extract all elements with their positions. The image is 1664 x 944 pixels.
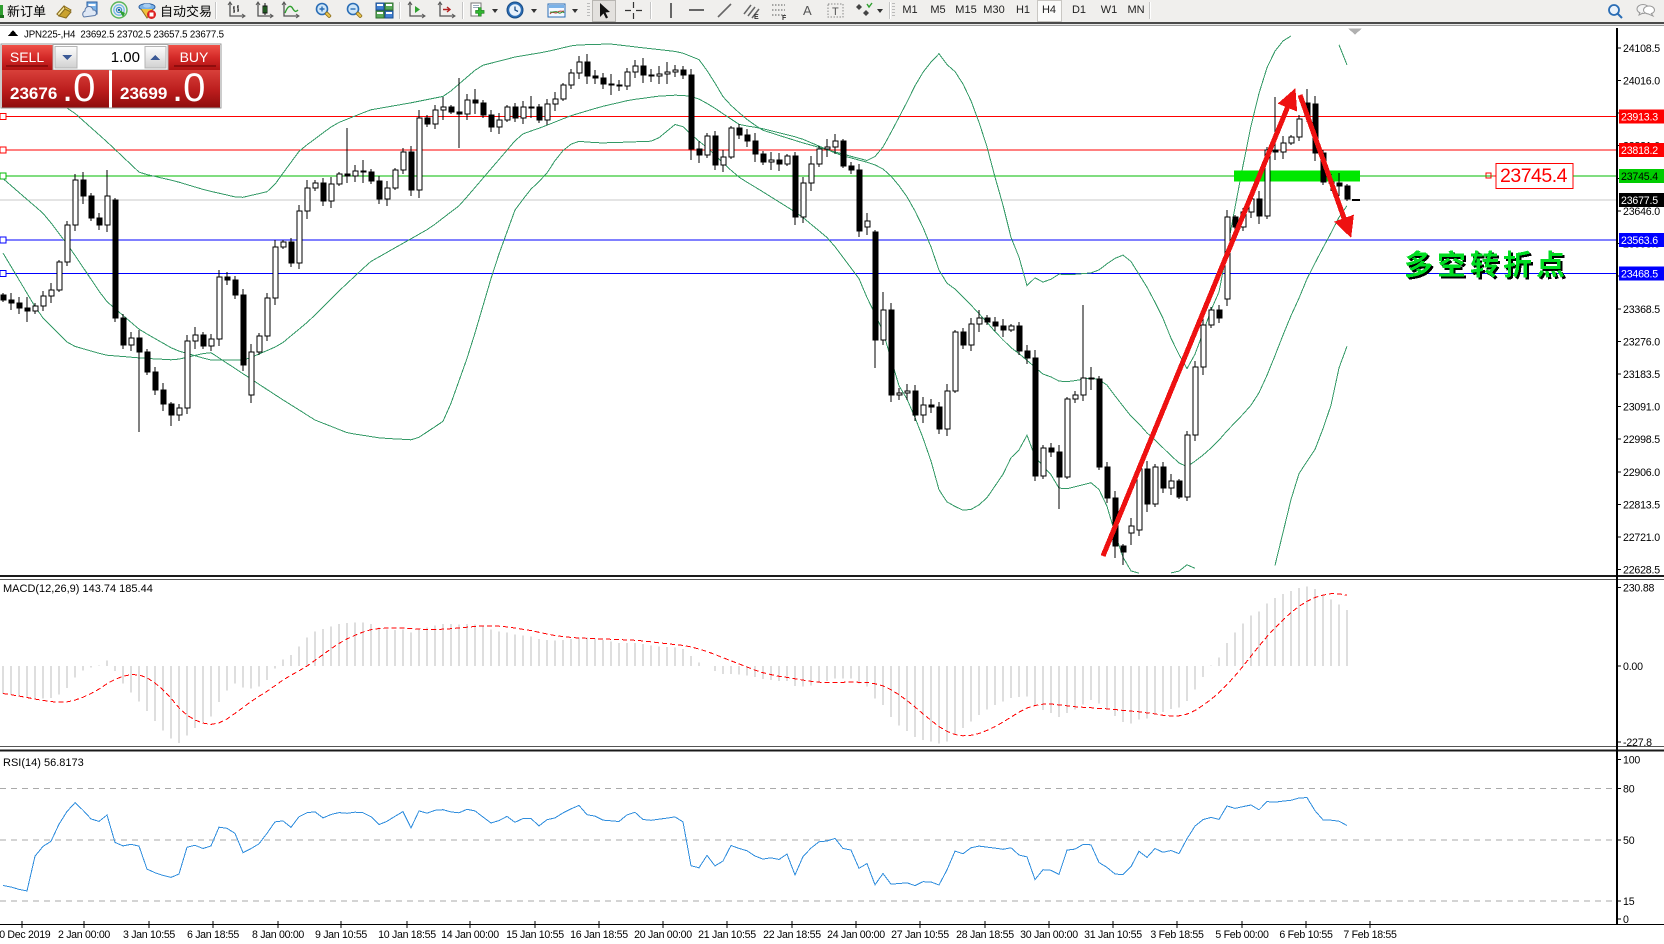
svg-text:30 Dec 2019: 30 Dec 2019 — [0, 929, 51, 941]
svg-text:E: E — [754, 14, 759, 21]
svg-text:.0: .0 — [62, 66, 95, 110]
svg-text:0.00: 0.00 — [1623, 661, 1643, 673]
svg-text:23699: 23699 — [120, 84, 167, 103]
svg-text:23276.0: 23276.0 — [1623, 336, 1660, 348]
svg-text:14 Jan 00:00: 14 Jan 00:00 — [441, 929, 499, 941]
svg-text:23091.0: 23091.0 — [1623, 402, 1660, 414]
svg-text:.0: .0 — [172, 66, 205, 110]
svg-text:3 Jan 10:55: 3 Jan 10:55 — [123, 929, 175, 941]
svg-text:23368.5: 23368.5 — [1623, 304, 1660, 316]
svg-text:22 Jan 18:55: 22 Jan 18:55 — [763, 929, 821, 941]
svg-text:20 Jan 00:00: 20 Jan 00:00 — [634, 929, 692, 941]
svg-text:22721.0: 22721.0 — [1623, 532, 1660, 544]
svg-text:1.00: 1.00 — [111, 49, 140, 66]
svg-text:22998.5: 22998.5 — [1623, 434, 1660, 446]
svg-text:16 Jan 18:55: 16 Jan 18:55 — [570, 929, 628, 941]
svg-text:RSI(14) 56.8173: RSI(14) 56.8173 — [3, 757, 84, 769]
svg-text:24108.5: 24108.5 — [1623, 43, 1660, 55]
svg-text:T: T — [832, 6, 839, 18]
svg-text:15 Jan 10:55: 15 Jan 10:55 — [506, 929, 564, 941]
svg-text:JPN225-,H4 23692.5 23702.5 23: JPN225-,H4 23692.5 23702.5 23657.5 23677… — [24, 30, 224, 41]
svg-text:23563.6: 23563.6 — [1621, 235, 1658, 247]
svg-text:3 Feb 18:55: 3 Feb 18:55 — [1150, 929, 1204, 941]
svg-text:15: 15 — [1623, 896, 1635, 908]
svg-text:BUY: BUY — [180, 49, 209, 65]
svg-text:SELL: SELL — [10, 49, 44, 65]
svg-text:50: 50 — [1623, 835, 1635, 847]
svg-text:22628.5: 22628.5 — [1623, 565, 1660, 577]
svg-text:24 Jan 00:00: 24 Jan 00:00 — [827, 929, 885, 941]
svg-text:23468.5: 23468.5 — [1621, 269, 1658, 281]
svg-text:-227.8: -227.8 — [1623, 737, 1652, 749]
svg-text:23745.4: 23745.4 — [1500, 165, 1568, 187]
svg-text:5 Feb 00:00: 5 Feb 00:00 — [1215, 929, 1269, 941]
svg-text:7 Feb 18:55: 7 Feb 18:55 — [1343, 929, 1397, 941]
svg-text:A: A — [803, 3, 812, 18]
svg-text:22906.0: 22906.0 — [1623, 467, 1660, 479]
svg-text:30 Jan 00:00: 30 Jan 00:00 — [1020, 929, 1078, 941]
svg-text:100: 100 — [1623, 755, 1640, 767]
svg-text:23646.0: 23646.0 — [1623, 206, 1660, 218]
svg-text:22813.5: 22813.5 — [1623, 499, 1660, 511]
svg-text:23913.3: 23913.3 — [1621, 112, 1658, 124]
svg-text:23676: 23676 — [10, 84, 57, 103]
svg-text:8 Jan 00:00: 8 Jan 00:00 — [252, 929, 304, 941]
svg-text:31 Jan 10:55: 31 Jan 10:55 — [1084, 929, 1142, 941]
svg-text:0: 0 — [1623, 914, 1629, 926]
svg-text:23677.5: 23677.5 — [1621, 195, 1658, 207]
svg-text:28 Jan 18:55: 28 Jan 18:55 — [956, 929, 1014, 941]
svg-text:F: F — [782, 15, 787, 21]
svg-text:24016.0: 24016.0 — [1623, 75, 1660, 87]
svg-text:23745.4: 23745.4 — [1621, 171, 1658, 183]
svg-text:23818.2: 23818.2 — [1621, 145, 1658, 157]
svg-text:80: 80 — [1623, 784, 1635, 796]
svg-text:MACD(12,26,9) 143.74 185.44: MACD(12,26,9) 143.74 185.44 — [3, 583, 153, 595]
svg-text:21 Jan 10:55: 21 Jan 10:55 — [698, 929, 756, 941]
svg-text:230.88: 230.88 — [1623, 583, 1655, 595]
svg-text:27 Jan 10:55: 27 Jan 10:55 — [891, 929, 949, 941]
svg-text:9 Jan 10:55: 9 Jan 10:55 — [315, 929, 367, 941]
svg-text:6 Feb 10:55: 6 Feb 10:55 — [1279, 929, 1333, 941]
svg-text:6 Jan 18:55: 6 Jan 18:55 — [187, 929, 239, 941]
svg-text:2 Jan 00:00: 2 Jan 00:00 — [58, 929, 110, 941]
svg-text:23183.5: 23183.5 — [1623, 369, 1660, 381]
svg-text:10 Jan 18:55: 10 Jan 18:55 — [378, 929, 436, 941]
